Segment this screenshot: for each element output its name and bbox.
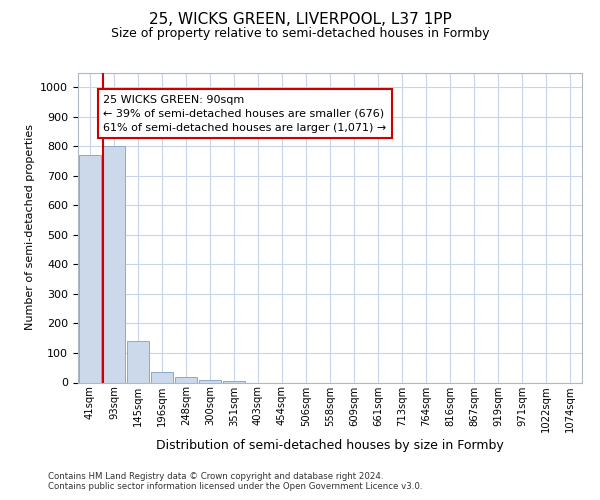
Text: Contains public sector information licensed under the Open Government Licence v3: Contains public sector information licen… xyxy=(48,482,422,491)
Text: 25 WICKS GREEN: 90sqm
← 39% of semi-detached houses are smaller (676)
61% of sem: 25 WICKS GREEN: 90sqm ← 39% of semi-deta… xyxy=(103,94,386,132)
Bar xyxy=(79,155,101,382)
Bar xyxy=(199,380,221,382)
Y-axis label: Number of semi-detached properties: Number of semi-detached properties xyxy=(25,124,35,330)
X-axis label: Distribution of semi-detached houses by size in Formby: Distribution of semi-detached houses by … xyxy=(156,439,504,452)
Text: 25, WICKS GREEN, LIVERPOOL, L37 1PP: 25, WICKS GREEN, LIVERPOOL, L37 1PP xyxy=(149,12,451,28)
Text: Contains HM Land Registry data © Crown copyright and database right 2024.: Contains HM Land Registry data © Crown c… xyxy=(48,472,383,481)
Bar xyxy=(175,377,197,382)
Bar xyxy=(127,341,149,382)
Bar xyxy=(151,372,173,382)
Text: Size of property relative to semi-detached houses in Formby: Size of property relative to semi-detach… xyxy=(111,28,489,40)
Bar xyxy=(103,146,125,382)
